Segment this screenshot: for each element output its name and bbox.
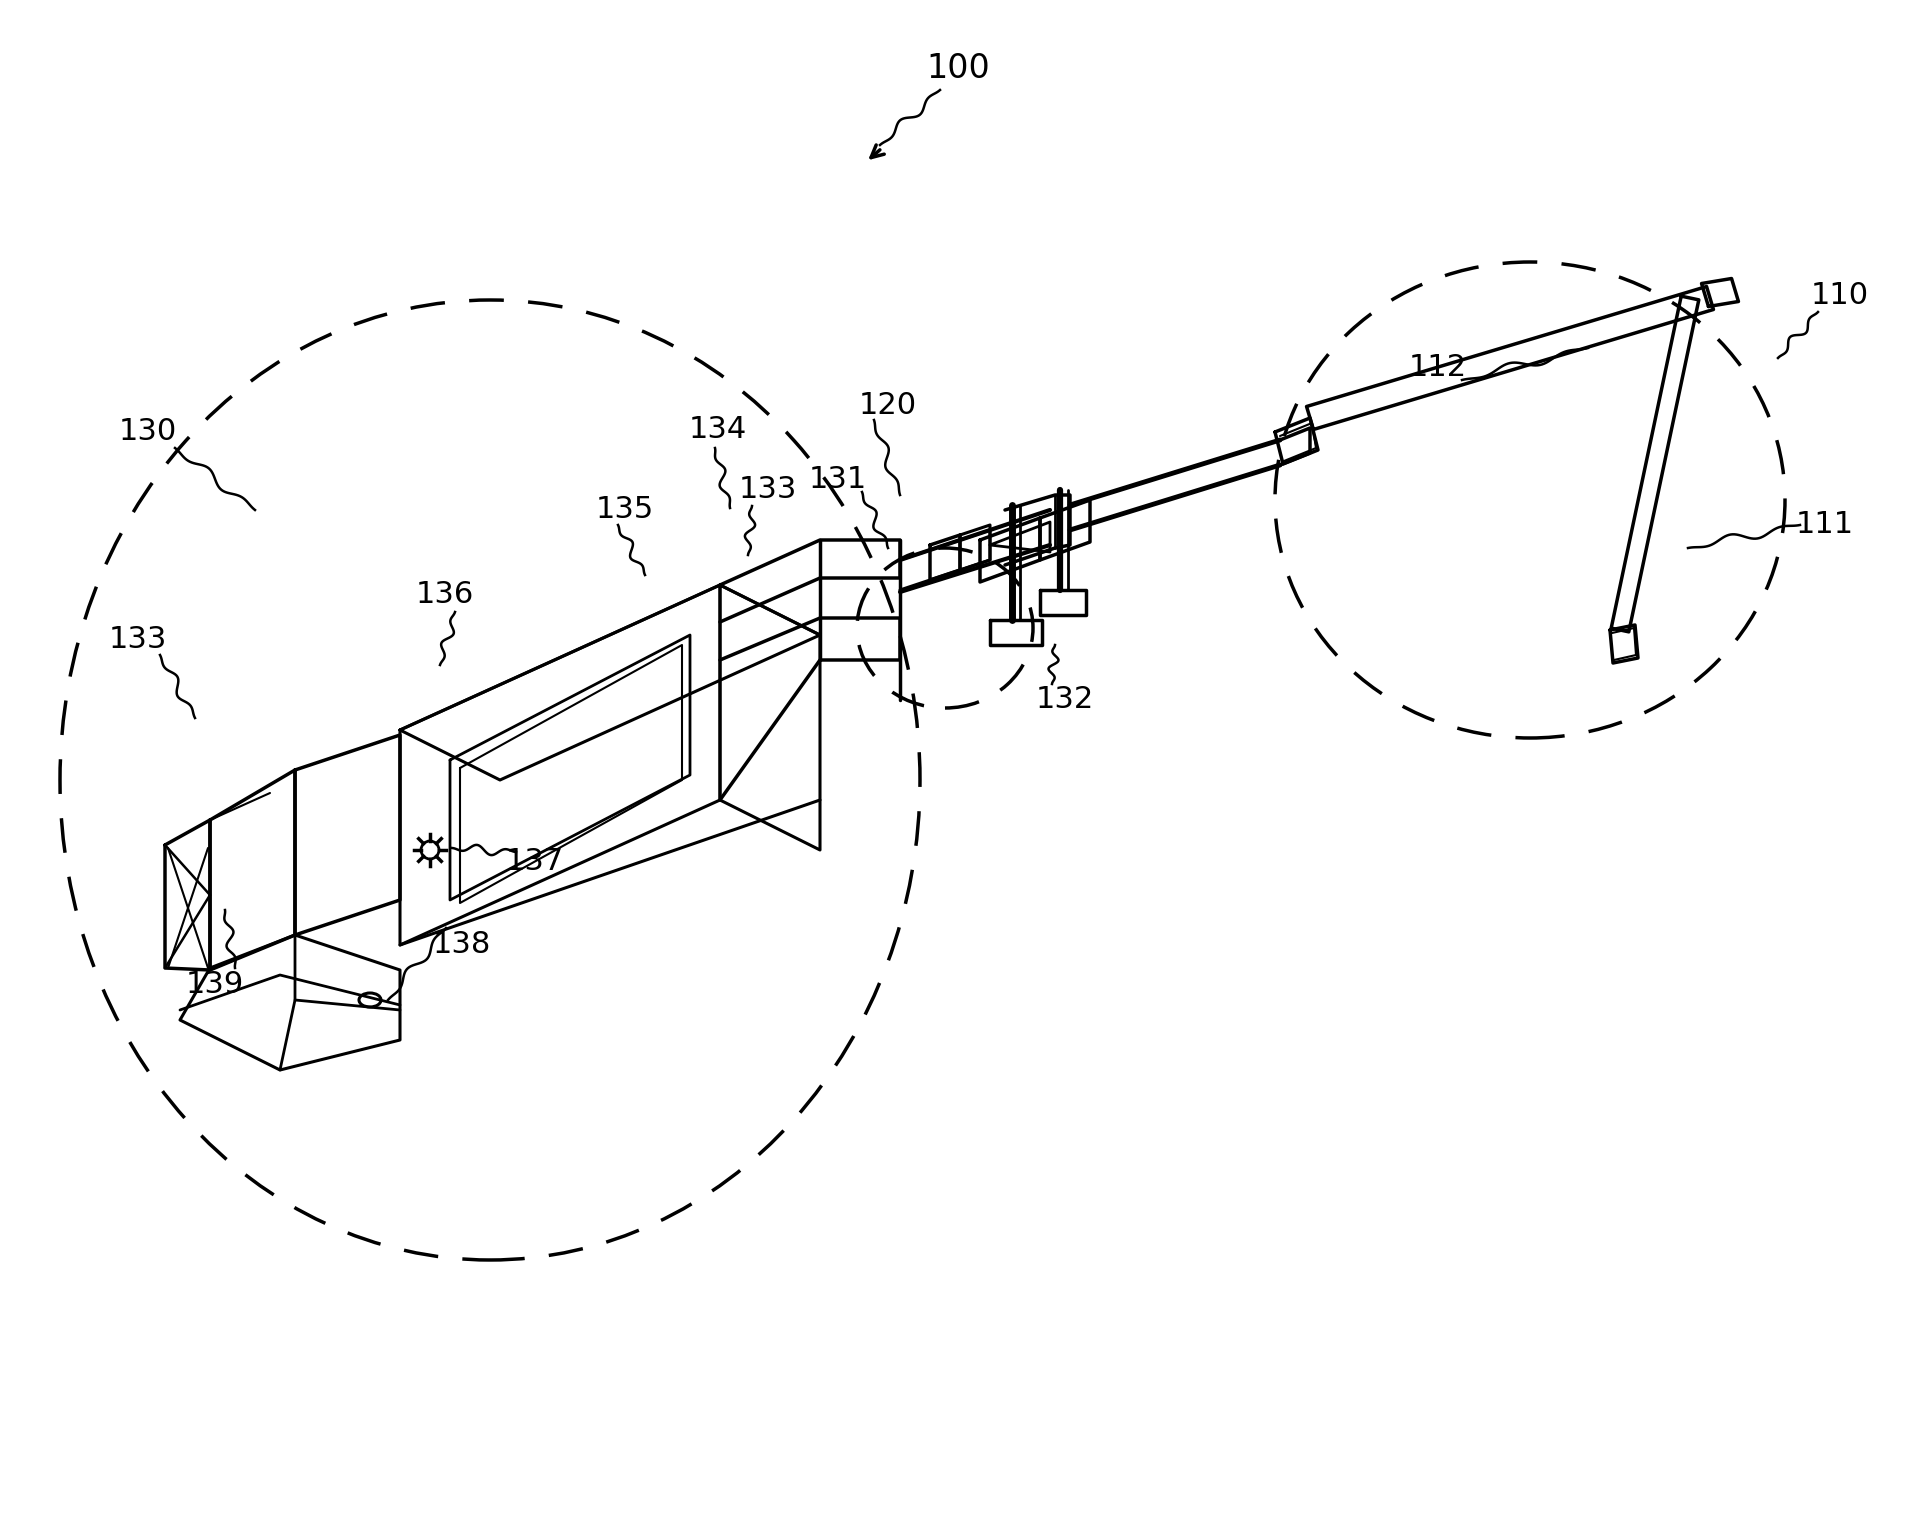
Text: 132: 132 — [1036, 686, 1093, 715]
Text: 112: 112 — [1407, 353, 1466, 382]
Text: 130: 130 — [118, 417, 177, 447]
Text: 111: 111 — [1794, 511, 1854, 540]
Text: 133: 133 — [109, 625, 168, 654]
Text: 133: 133 — [738, 476, 797, 505]
Text: 136: 136 — [416, 581, 473, 610]
Text: 138: 138 — [433, 931, 490, 960]
Text: 100: 100 — [925, 52, 990, 85]
Text: 135: 135 — [595, 496, 654, 525]
Text: 139: 139 — [185, 970, 244, 999]
Text: 137: 137 — [505, 847, 564, 876]
Text: 131: 131 — [809, 465, 866, 494]
Text: 110: 110 — [1810, 280, 1869, 309]
Text: 134: 134 — [688, 415, 748, 444]
Text: 120: 120 — [858, 391, 917, 420]
